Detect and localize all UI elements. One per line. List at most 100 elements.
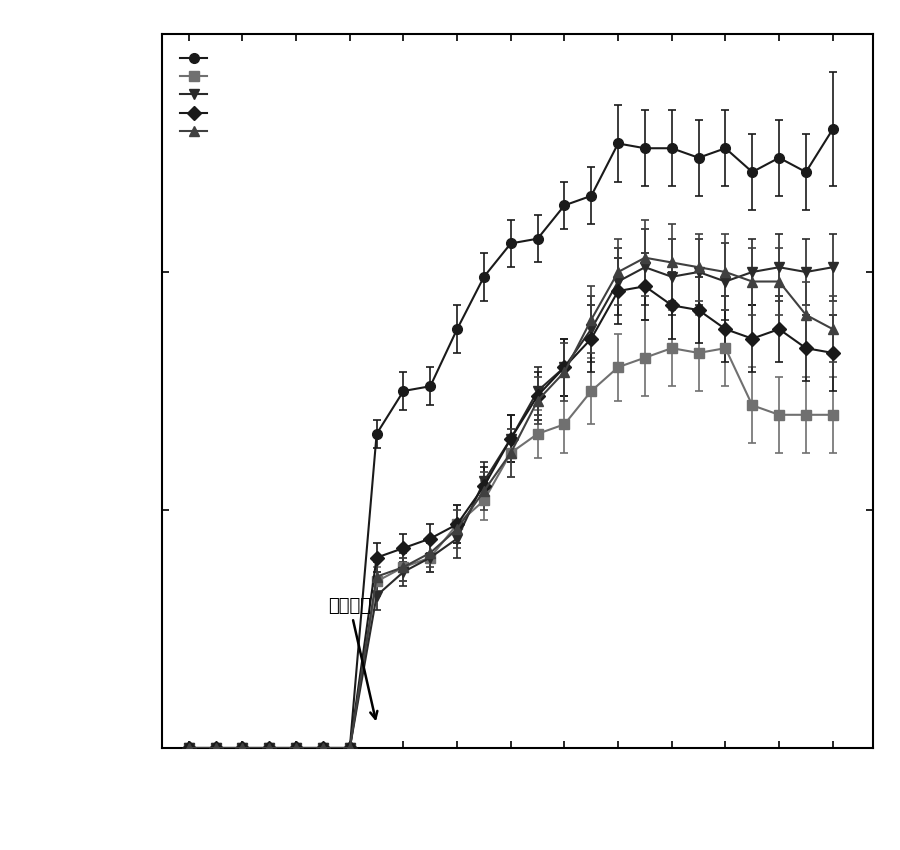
正常 [747, 167, 758, 177]
匹诺塞林 [211, 743, 221, 753]
法舒地尔 [425, 534, 436, 544]
匹诺塞林 [693, 262, 704, 272]
模型 [291, 743, 302, 753]
正常 [371, 428, 382, 439]
模型 [318, 743, 328, 753]
模型 [211, 743, 221, 753]
波生坦 [291, 743, 302, 753]
匹诺塞林 [640, 252, 651, 263]
法舒地尔 [318, 743, 328, 753]
法舒地尔 [506, 434, 517, 444]
正常 [640, 143, 651, 153]
正常 [613, 139, 624, 149]
法舒地尔 [640, 281, 651, 292]
匹诺塞林 [398, 562, 409, 572]
波生坦 [211, 743, 221, 753]
正常 [425, 381, 436, 391]
匹诺塞林 [747, 276, 758, 286]
波生坦 [693, 267, 704, 277]
波生坦 [398, 567, 409, 577]
法舒地尔 [345, 743, 356, 753]
Legend: 正常, 模型, 波生坦, 法舒地尔, 匹诺塞林: 正常, 模型, 波生坦, 法舒地尔, 匹诺塞林 [171, 43, 297, 146]
法舒地尔 [291, 743, 302, 753]
法舒地尔 [452, 519, 463, 530]
正常 [693, 153, 704, 163]
匹诺塞林 [425, 547, 436, 558]
模型 [237, 743, 248, 753]
法舒地尔 [586, 333, 597, 343]
匹诺塞林 [774, 276, 785, 286]
正常 [264, 743, 274, 753]
模型 [827, 410, 838, 420]
模型 [479, 496, 490, 506]
匹诺塞林 [264, 743, 274, 753]
法舒地尔 [747, 333, 758, 343]
法舒地尔 [800, 343, 811, 354]
法舒地尔 [774, 324, 785, 334]
正常 [184, 743, 194, 753]
匹诺塞林 [586, 314, 597, 325]
匹诺塞林 [666, 258, 677, 268]
模型 [800, 410, 811, 420]
模型 [452, 519, 463, 530]
法舒地尔 [211, 743, 221, 753]
波生坦 [479, 476, 490, 486]
法舒地尔 [371, 552, 382, 563]
法舒地尔 [827, 348, 838, 358]
模型 [693, 348, 704, 358]
波生坦 [559, 362, 570, 372]
波生坦 [345, 743, 356, 753]
正常 [479, 272, 490, 282]
法舒地尔 [398, 543, 409, 553]
波生坦 [640, 262, 651, 272]
模型 [532, 428, 543, 439]
Text: 开始给药: 开始给药 [328, 597, 377, 719]
波生坦 [613, 276, 624, 286]
正常 [318, 743, 328, 753]
模型 [371, 576, 382, 586]
波生坦 [532, 386, 543, 396]
波生坦 [666, 272, 677, 282]
波生坦 [425, 552, 436, 563]
波生坦 [800, 267, 811, 277]
法舒地尔 [559, 362, 570, 372]
波生坦 [747, 267, 758, 277]
模型 [747, 400, 758, 411]
模型 [586, 386, 597, 396]
正常 [586, 190, 597, 201]
匹诺塞林 [291, 743, 302, 753]
匹诺塞林 [559, 367, 570, 377]
正常 [559, 201, 570, 211]
法舒地尔 [479, 481, 490, 491]
正常 [827, 124, 838, 134]
正常 [720, 143, 731, 153]
模型 [720, 343, 731, 354]
匹诺塞林 [318, 743, 328, 753]
匹诺塞林 [479, 486, 490, 496]
法舒地尔 [264, 743, 274, 753]
法舒地尔 [237, 743, 248, 753]
模型 [559, 419, 570, 429]
模型 [184, 743, 194, 753]
波生坦 [586, 324, 597, 334]
波生坦 [774, 262, 785, 272]
模型 [640, 353, 651, 363]
正常 [398, 386, 409, 396]
波生坦 [827, 262, 838, 272]
正常 [666, 143, 677, 153]
匹诺塞林 [506, 448, 517, 458]
匹诺塞林 [452, 524, 463, 534]
匹诺塞林 [237, 743, 248, 753]
模型 [345, 743, 356, 753]
正常 [211, 743, 221, 753]
波生坦 [318, 743, 328, 753]
正常 [506, 238, 517, 248]
Line: 波生坦: 波生坦 [184, 263, 838, 753]
Line: 法舒地尔: 法舒地尔 [184, 281, 838, 753]
模型 [264, 743, 274, 753]
匹诺塞林 [532, 395, 543, 405]
模型 [666, 343, 677, 354]
模型 [398, 562, 409, 572]
匹诺塞林 [720, 267, 731, 277]
波生坦 [237, 743, 248, 753]
